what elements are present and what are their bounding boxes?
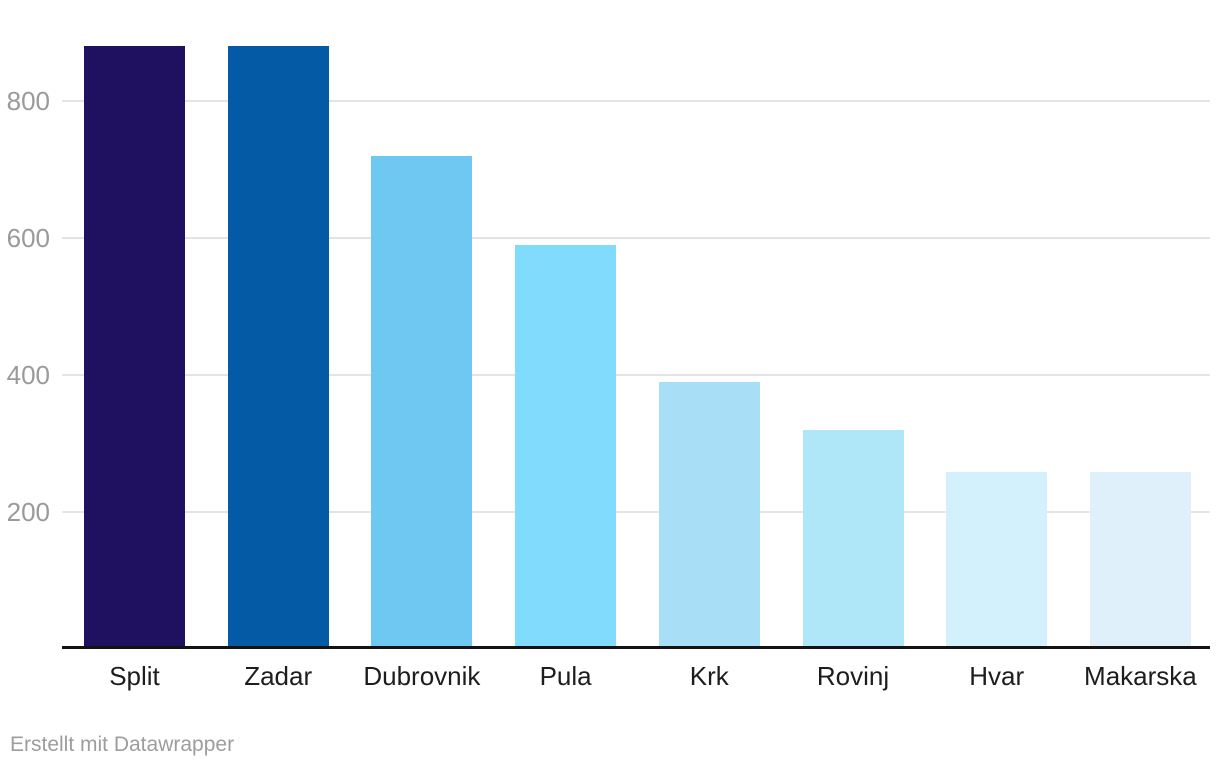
gridline-800	[62, 100, 1210, 102]
y-tick-label-200: 200	[6, 497, 50, 527]
y-tick-label-800: 800	[6, 86, 50, 116]
bar-split	[84, 46, 185, 648]
gridline-600	[62, 237, 1210, 239]
y-tick-label-600: 600	[6, 223, 50, 253]
y-tick-label-400: 400	[6, 360, 50, 390]
gridline-400	[62, 374, 1210, 376]
x-axis-label-zadar: Zadar	[244, 661, 313, 691]
attribution-link[interactable]: Erstellt mit Datawrapper	[10, 733, 235, 756]
bar-dubrovnik	[371, 155, 473, 648]
x-axis-label-hvar: Hvar	[969, 661, 1025, 691]
bar-zadar	[227, 46, 329, 648]
x-axis-label-rovinj: Rovinj	[816, 661, 890, 691]
gridline-200	[62, 511, 1210, 513]
x-axis-label-makarska: Makarska	[1084, 661, 1197, 691]
x-axis-label-krk: Krk	[689, 661, 729, 691]
bar-krk	[658, 381, 760, 648]
bar-makarska	[1089, 472, 1191, 648]
x-axis-line	[62, 646, 1210, 649]
x-axis-label-dubrovnik: Dubrovnik	[363, 661, 481, 691]
x-axis-label-pula: Pula	[539, 661, 592, 691]
bar-pula	[515, 244, 617, 648]
x-axis-label-split: Split	[109, 661, 160, 691]
bar-rovinj	[802, 429, 904, 648]
bar-hvar	[946, 472, 1048, 648]
